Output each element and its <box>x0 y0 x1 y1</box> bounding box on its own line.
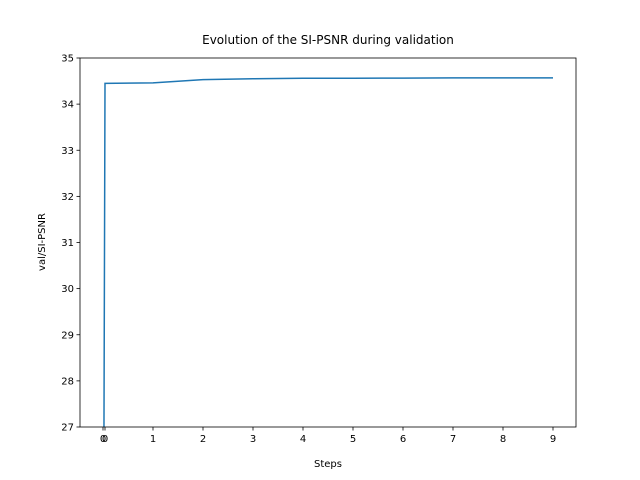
y-tick-label: 33 <box>61 146 74 157</box>
y-tick-label: 28 <box>61 376 74 387</box>
y-tick-label: 30 <box>61 284 74 295</box>
x-tick-label: 0 <box>102 434 108 445</box>
x-tick-label: 4 <box>300 434 306 445</box>
x-tick-label: 2 <box>200 434 206 445</box>
y-tick-label: 29 <box>61 330 74 341</box>
chart-title: Evolution of the SI-PSNR during validati… <box>202 33 454 47</box>
x-tick-label: 9 <box>550 434 556 445</box>
x-tick-label: 0 <box>100 434 106 445</box>
y-axis-label: val/SI-PSNR <box>37 213 48 271</box>
x-tick-label: 5 <box>350 434 356 445</box>
x-tick-label: 6 <box>400 434 406 445</box>
x-tick-label: 7 <box>450 434 456 445</box>
x-tick-label: 1 <box>150 434 156 445</box>
plot-frame <box>79 57 577 428</box>
y-tick-label: 32 <box>61 192 74 203</box>
y-tick-label: 35 <box>61 54 74 65</box>
x-axis-label: Steps <box>314 459 342 470</box>
y-tick-label: 34 <box>61 100 74 111</box>
y-tick-label: 31 <box>61 238 74 249</box>
x-tick-label: 3 <box>250 434 256 445</box>
data-line <box>103 77 553 427</box>
y-tick-label: 27 <box>61 423 74 434</box>
x-tick-label: 8 <box>500 434 506 445</box>
